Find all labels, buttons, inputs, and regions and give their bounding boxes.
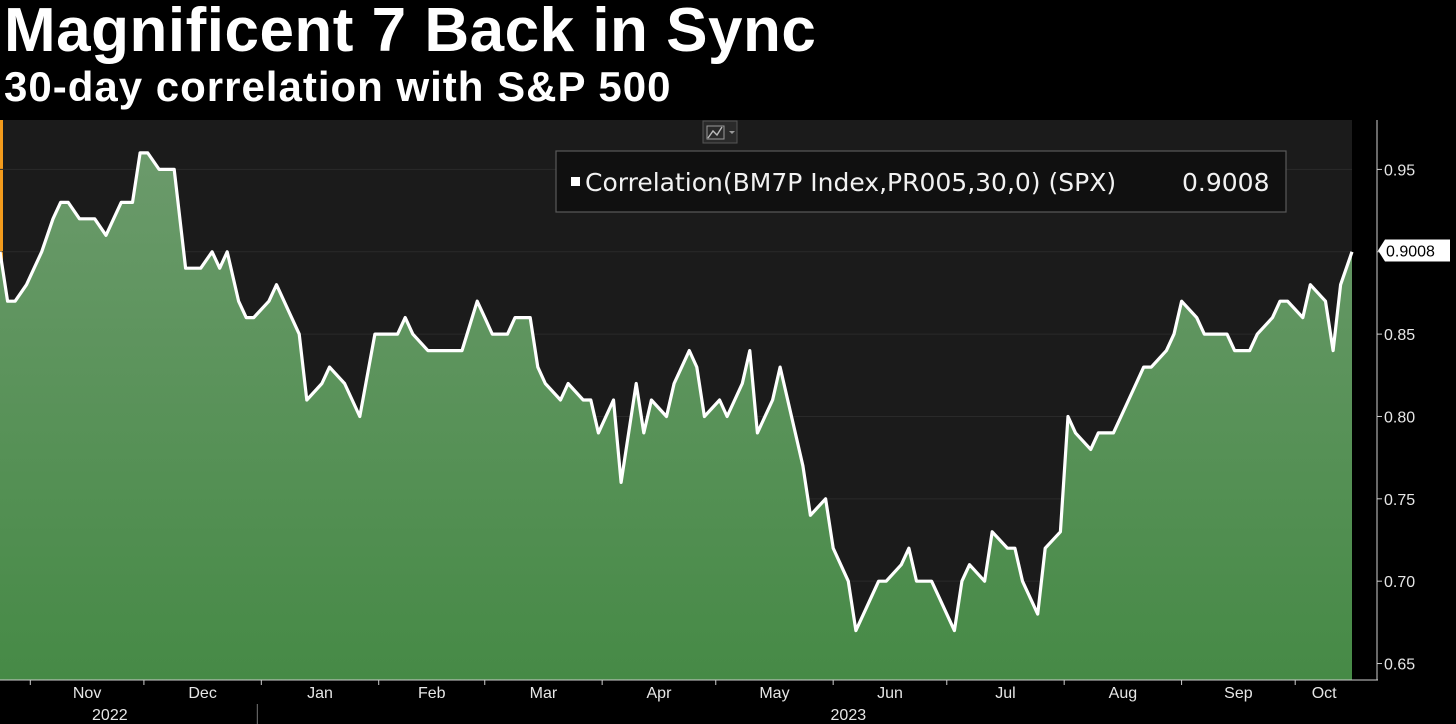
x-month-label: Feb — [418, 685, 446, 702]
y-axis: 0.650.700.750.800.850.900.95 — [1377, 162, 1415, 674]
y-tick-label: 0.95 — [1384, 162, 1415, 179]
chart-type-button[interactable] — [702, 120, 738, 144]
chart-title: Magnificent 7 Back in Sync — [4, 0, 817, 65]
chart-subtitle: 30-day correlation with S&P 500 — [4, 63, 672, 110]
x-month-label: Apr — [647, 685, 673, 702]
last-value-tag-label: 0.9008 — [1386, 243, 1435, 260]
x-month-label: Nov — [73, 685, 101, 702]
y-tick-label: 0.80 — [1384, 409, 1415, 426]
x-month-label: May — [759, 685, 789, 702]
series-line — [0, 151, 1354, 633]
y-tick-label: 0.65 — [1384, 657, 1415, 674]
x-year-label: 2022 — [92, 707, 128, 724]
x-month-label: Sep — [1224, 685, 1253, 702]
x-year-label: 2023 — [831, 707, 867, 724]
x-axis: Nov Dec Jan Feb Mar Apr May Jun Jul Aug Sep Oct 2022… — [29, 680, 1337, 724]
legend-last-value: 0.9008 — [1182, 168, 1269, 197]
x-month-label: Jun — [877, 685, 903, 702]
y-tick-label: 0.75 — [1384, 492, 1415, 509]
last-value-tag: 0.9008 — [1378, 239, 1450, 262]
x-month-label: Mar — [530, 685, 558, 702]
axis-orange-marker — [0, 120, 3, 260]
legend: Correlation(BM7P Index,PR005,30,0) (SPX)… — [555, 150, 1287, 213]
x-month-label: Jul — [995, 685, 1015, 702]
line-chart-icon — [707, 126, 723, 139]
x-month-label: Oct — [1312, 685, 1337, 702]
x-month-label: Aug — [1109, 685, 1137, 702]
x-month-label: Jan — [307, 685, 333, 702]
y-tick-label: 0.70 — [1384, 574, 1415, 591]
y-tick-label: 0.85 — [1384, 327, 1415, 344]
legend-swatch — [571, 177, 580, 186]
chevron-down-icon — [729, 131, 735, 134]
x-month-label: Dec — [188, 685, 216, 702]
legend-series-name: Correlation(BM7P Index,PR005,30,0) (SPX) — [585, 168, 1116, 197]
